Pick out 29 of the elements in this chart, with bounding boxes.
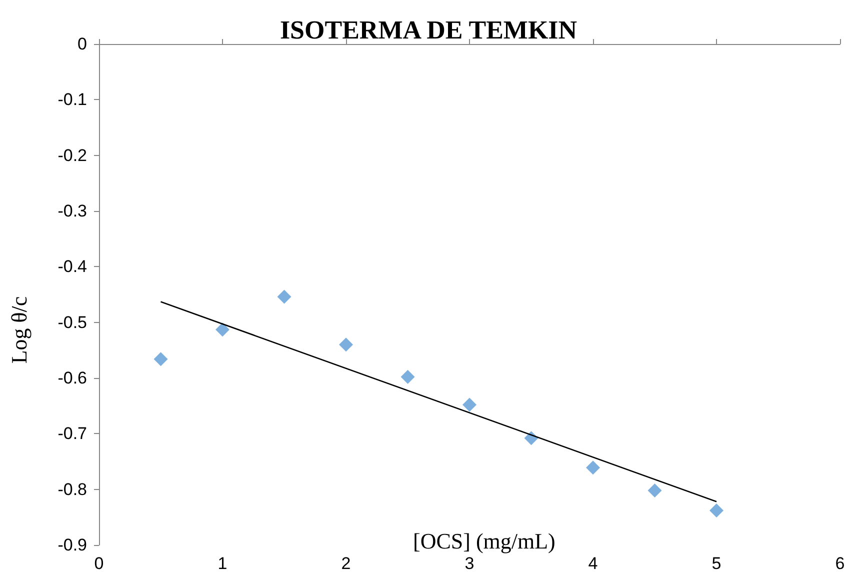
point xyxy=(710,503,724,518)
y-tick-label: -0.1 xyxy=(58,90,87,110)
point xyxy=(648,483,662,498)
x-axis-title: [OCS] (mg/mL) xyxy=(413,528,556,554)
point xyxy=(462,398,476,412)
point xyxy=(586,460,600,475)
y-axis-title: Log θ/c xyxy=(6,296,32,364)
y-tick-label: -0.8 xyxy=(58,480,87,499)
x-tick-label: 3 xyxy=(464,554,474,572)
point xyxy=(154,352,168,366)
point xyxy=(339,338,353,352)
x-tick-label: 0 xyxy=(94,554,104,572)
point xyxy=(400,370,415,384)
y-tick-label: -0.2 xyxy=(58,146,87,165)
x-tick-label: 2 xyxy=(341,554,351,572)
x-tick-label: 4 xyxy=(588,554,598,572)
x-tick-label: 1 xyxy=(218,554,228,572)
y-tick-label: -0.5 xyxy=(58,312,87,332)
y-tick-label: -0.7 xyxy=(58,424,87,444)
x-tick-label: 5 xyxy=(712,554,722,572)
point xyxy=(216,322,230,337)
y-tick-label: -0.3 xyxy=(58,202,87,220)
x-tick-label: 6 xyxy=(835,554,845,572)
y-tick-label: 0 xyxy=(78,34,87,54)
y-tick-label: -0.6 xyxy=(58,368,87,388)
y-tick-label: -0.9 xyxy=(58,536,87,554)
y-tick-label: -0.4 xyxy=(58,257,87,276)
chart-title: ISOTERMA DE TEMKIN xyxy=(280,16,578,44)
point xyxy=(277,290,292,304)
